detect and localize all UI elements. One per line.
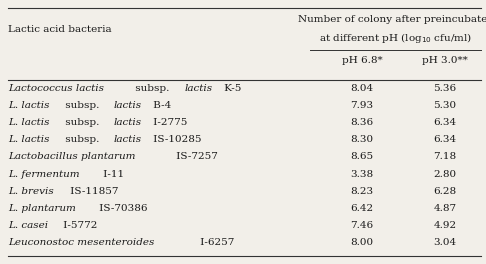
Text: 5.30: 5.30 [434,101,456,110]
Text: 6.34: 6.34 [434,135,456,144]
Text: subsp.: subsp. [62,101,102,110]
Text: lactis: lactis [184,84,212,93]
Text: Leuconostoc mesenteroides: Leuconostoc mesenteroides [8,238,155,247]
Text: IS-11857: IS-11857 [67,187,119,196]
Text: IS-7257: IS-7257 [173,152,217,162]
Text: 8.00: 8.00 [350,238,374,247]
Text: 2.80: 2.80 [434,169,456,178]
Text: 8.23: 8.23 [350,187,374,196]
Text: L. plantarum: L. plantarum [8,204,76,213]
Text: 8.04: 8.04 [350,84,374,93]
Text: IS-10285: IS-10285 [150,135,202,144]
Text: I-11: I-11 [101,169,124,178]
Text: I-5772: I-5772 [60,221,97,230]
Text: subsp.: subsp. [62,135,102,144]
Text: I-2775: I-2775 [150,118,188,127]
Text: L. lactis: L. lactis [8,135,50,144]
Text: lactis: lactis [114,118,142,127]
Text: 6.28: 6.28 [434,187,456,196]
Text: 3.04: 3.04 [434,238,456,247]
Text: L. lactis: L. lactis [8,118,50,127]
Text: Lactobacillus plantarum: Lactobacillus plantarum [8,152,136,162]
Text: IS-70386: IS-70386 [96,204,147,213]
Text: 8.36: 8.36 [350,118,374,127]
Text: 7.18: 7.18 [434,152,456,162]
Text: L. brevis: L. brevis [8,187,54,196]
Text: I-6257: I-6257 [197,238,234,247]
Text: lactis: lactis [114,135,142,144]
Text: 3.38: 3.38 [350,169,374,178]
Text: 6.42: 6.42 [350,204,374,213]
Text: Lactic acid bacteria: Lactic acid bacteria [8,25,112,34]
Text: L. casei: L. casei [8,221,48,230]
Text: subsp.: subsp. [132,84,173,93]
Text: 7.93: 7.93 [350,101,374,110]
Text: K-5: K-5 [221,84,241,93]
Text: L. lactis: L. lactis [8,101,50,110]
Text: 7.46: 7.46 [350,221,374,230]
Text: Lactococcus lactis: Lactococcus lactis [8,84,104,93]
Text: 4.92: 4.92 [434,221,456,230]
Text: Number of colony after preincubated: Number of colony after preincubated [297,16,486,25]
Text: 8.30: 8.30 [350,135,374,144]
Text: 4.87: 4.87 [434,204,456,213]
Text: B-4: B-4 [150,101,172,110]
Text: 8.65: 8.65 [350,152,374,162]
Text: pH 3.0**: pH 3.0** [422,56,468,65]
Text: 6.34: 6.34 [434,118,456,127]
Text: lactis: lactis [114,101,142,110]
Text: pH 6.8*: pH 6.8* [342,56,382,65]
Text: 5.36: 5.36 [434,84,456,93]
Text: L. fermentum: L. fermentum [8,169,80,178]
Text: subsp.: subsp. [62,118,102,127]
Text: at different pH (log$_{10}$ cfu/ml): at different pH (log$_{10}$ cfu/ml) [319,31,472,45]
